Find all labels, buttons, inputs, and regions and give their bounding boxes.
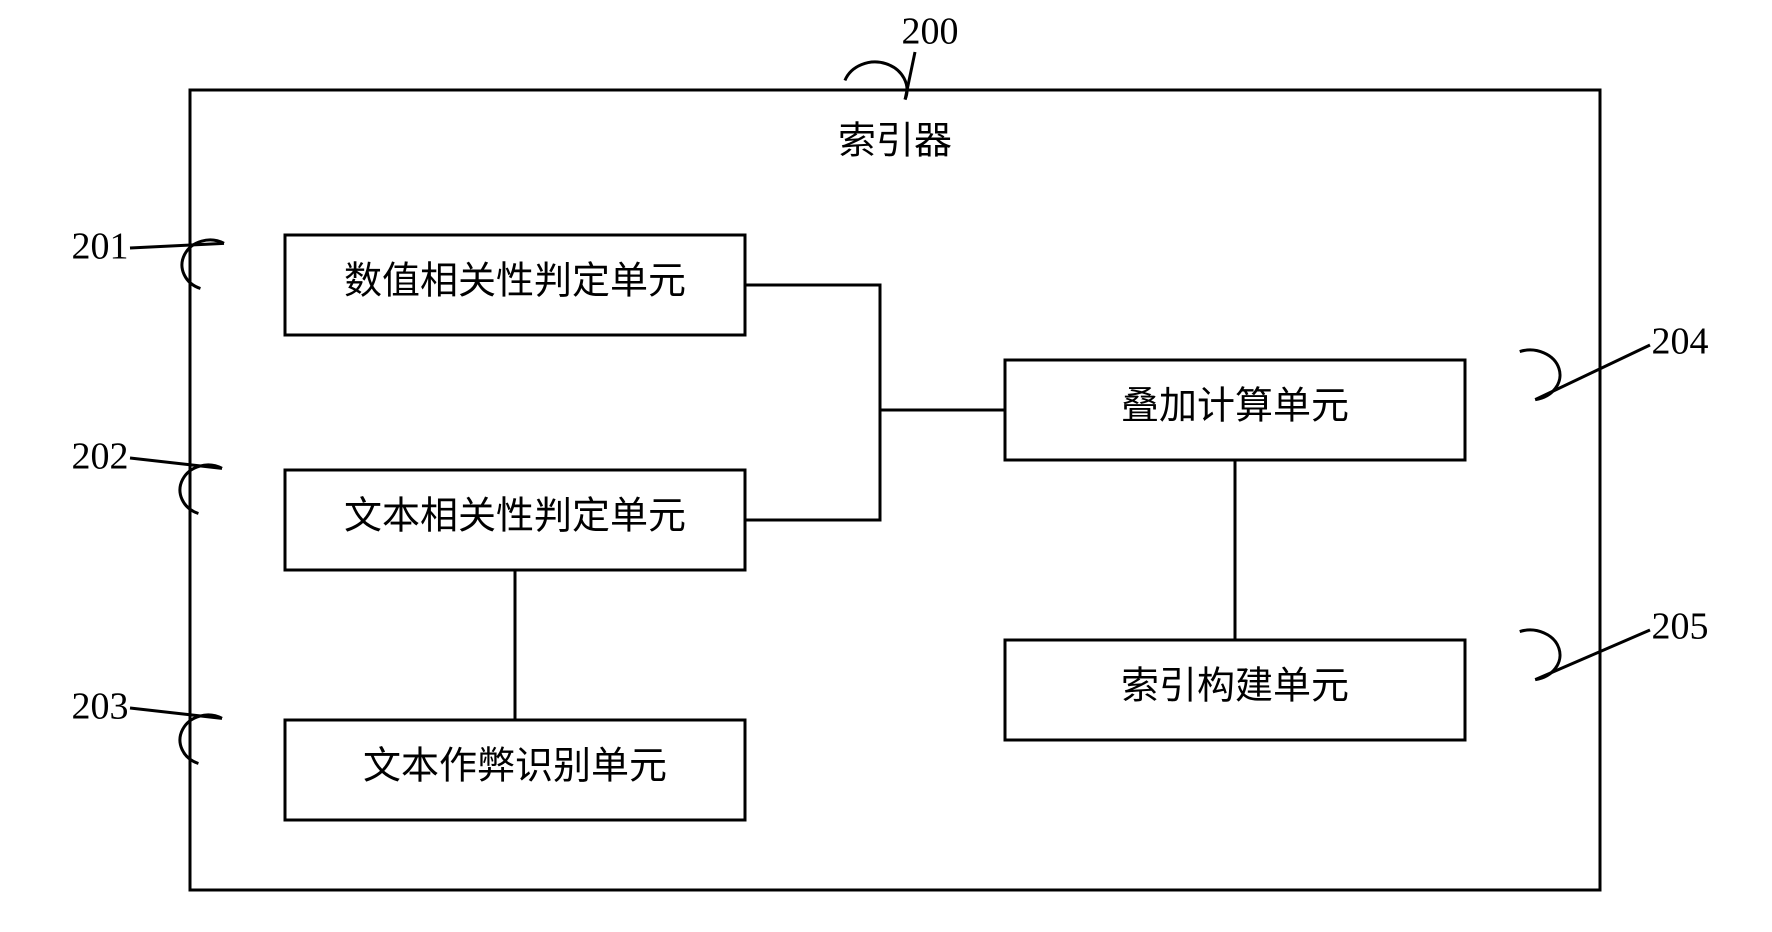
box-label-205: 索引构建单元	[1121, 666, 1349, 708]
block-diagram: 索引器 200 数值相关性判定单元 201 文本相关性判定单元 202 文本作弊识别单元 20…	[0, 0, 1772, 932]
box-label-204: 叠加计算单元	[1121, 386, 1349, 428]
ref-number-202: 202	[72, 436, 129, 478]
box-label-201: 数值相关性判定单元	[344, 261, 686, 303]
callout-leader-203	[130, 708, 222, 718]
callout-arc-201	[182, 240, 224, 288]
box-label-203: 文本作弊识别单元	[363, 746, 667, 788]
callout-leader-201	[130, 243, 224, 248]
callout-arc-203	[180, 715, 222, 763]
callout-leader-202	[130, 458, 222, 468]
callout-arc-200	[845, 62, 907, 100]
callout-arc-202	[180, 465, 222, 513]
ref-number-201: 201	[72, 226, 129, 268]
connector-1	[745, 410, 880, 520]
box-label-202: 文本相关性判定单元	[344, 496, 686, 538]
ref-number-204: 204	[1652, 321, 1709, 363]
connector-0	[745, 285, 1005, 410]
ref-number-205: 205	[1652, 606, 1709, 648]
callout-leader-204	[1535, 345, 1650, 400]
ref-number-200: 200	[902, 11, 959, 53]
ref-number-203: 203	[72, 686, 129, 728]
box-label-200: 索引器	[838, 121, 952, 163]
callout-leader-200	[905, 52, 915, 100]
